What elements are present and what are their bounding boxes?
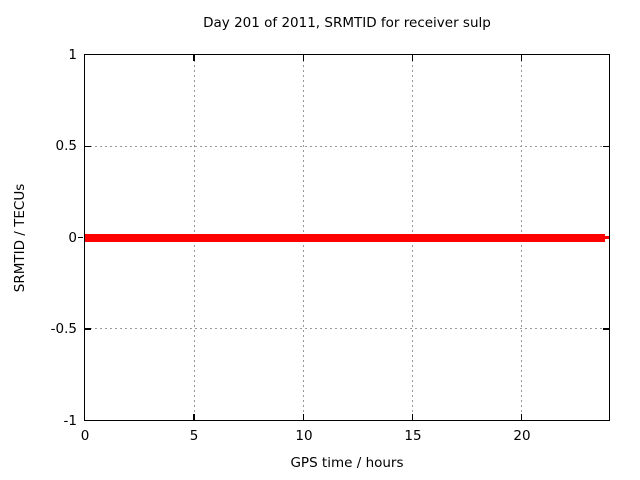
x-tick-label-15: 15 — [404, 428, 422, 444]
tick-left-y0p5 — [85, 145, 91, 147]
x-tick-label-5: 5 — [189, 428, 199, 444]
data-line-srmtid-end — [605, 236, 609, 239]
tick-top-x15 — [411, 55, 414, 61]
gridline-y0p5 — [85, 145, 609, 147]
plot-area — [78, 54, 610, 421]
tick-top-x20 — [520, 55, 523, 61]
tick-top-x10 — [302, 55, 305, 61]
chart-title: Day 201 of 2011, SRMTID for receiver sul… — [203, 15, 491, 31]
y-tick-label-m1: -1 — [63, 413, 77, 429]
tick-bottom-x10 — [302, 414, 305, 420]
x-tick-label-20: 20 — [513, 428, 531, 444]
tick-bottom-x15 — [411, 414, 414, 420]
tick-bottom-x5 — [193, 414, 195, 420]
tick-left-y0 — [78, 236, 83, 239]
data-line-srmtid — [85, 233, 605, 242]
y-tick-label-0p5: 0.5 — [55, 138, 77, 154]
gridline-ym0p5 — [85, 328, 609, 330]
tick-right-ym0p5 — [603, 328, 609, 330]
x-tick-label-10: 10 — [295, 428, 313, 444]
tick-top-x5 — [193, 55, 195, 61]
y-tick-label-0: 0 — [68, 230, 77, 246]
x-tick-label-0: 0 — [80, 428, 90, 444]
tick-bottom-x20 — [520, 414, 523, 420]
x-axis-label: GPS time / hours — [290, 455, 404, 471]
y-tick-label-1: 1 — [68, 47, 77, 63]
tick-right-y0p5 — [603, 145, 609, 147]
y-tick-label-m0p5: -0.5 — [50, 321, 77, 337]
tick-left-ym0p5 — [85, 328, 91, 330]
